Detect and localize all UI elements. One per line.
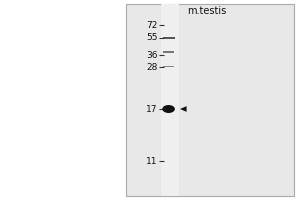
FancyBboxPatch shape	[160, 4, 178, 196]
Text: 28: 28	[146, 62, 158, 72]
Text: m.testis: m.testis	[188, 6, 226, 16]
Text: 17: 17	[146, 104, 158, 114]
Text: 72: 72	[146, 21, 158, 29]
FancyBboxPatch shape	[163, 37, 175, 39]
Polygon shape	[180, 106, 187, 112]
Text: 55: 55	[146, 33, 158, 43]
Text: 36: 36	[146, 50, 158, 60]
Ellipse shape	[162, 105, 175, 113]
FancyBboxPatch shape	[163, 66, 174, 67]
Text: 11: 11	[146, 156, 158, 166]
FancyBboxPatch shape	[126, 4, 294, 196]
FancyBboxPatch shape	[163, 51, 174, 53]
